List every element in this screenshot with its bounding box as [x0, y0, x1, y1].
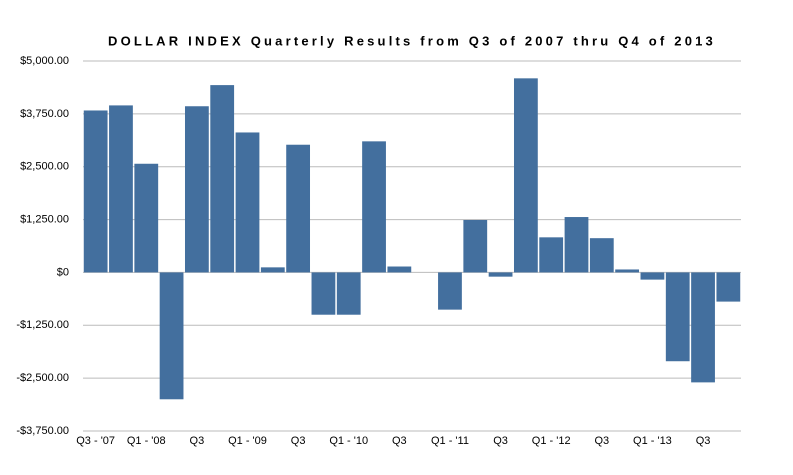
bar: [109, 105, 133, 273]
bar: [539, 237, 564, 273]
bar: [336, 272, 361, 315]
bar: [488, 272, 513, 277]
bar: [286, 144, 311, 273]
bar: [311, 272, 336, 315]
x-tick-label: Q1 - '11: [431, 435, 469, 447]
bar: [83, 110, 108, 273]
x-tick-label: Q3: [291, 435, 306, 447]
x-tick-label: Q3: [594, 435, 609, 447]
bar: [387, 266, 412, 273]
bar: [589, 238, 614, 273]
bar: [716, 272, 741, 302]
x-tick-label: Q1 - '10: [329, 435, 368, 447]
chart-title: DOLLAR INDEX Quarterly Results from Q3 o…: [108, 33, 716, 48]
bar: [438, 272, 462, 310]
bar: [184, 106, 209, 273]
bar: [640, 272, 665, 280]
x-tick-label: Q3: [190, 435, 205, 447]
x-tick-label: Q1 - '09: [228, 435, 267, 447]
y-tick-label: -$2,500.00: [16, 372, 69, 384]
x-tick-label: Q3: [493, 435, 508, 447]
y-tick-label: $0: [57, 266, 69, 278]
x-tick-label: Q1 - '12: [532, 435, 571, 447]
x-tick-label: Q3: [392, 435, 407, 447]
bar: [463, 219, 488, 273]
bar: [564, 217, 589, 273]
bar: [691, 272, 715, 383]
x-tick-label: Q3: [696, 435, 711, 447]
bar: [235, 132, 260, 273]
bar: [159, 272, 184, 400]
y-tick-label: $3,750.00: [20, 108, 69, 120]
bar: [513, 78, 538, 273]
bar: [210, 85, 235, 273]
y-tick-label: $2,500.00: [20, 161, 69, 173]
y-tick-label: $1,250.00: [20, 213, 69, 225]
x-tick-label: Q1 - '08: [127, 435, 166, 447]
bar: [134, 163, 159, 273]
bar: [665, 272, 690, 362]
bar: [260, 267, 285, 273]
y-tick-label: $5,000.00: [20, 55, 69, 67]
x-tick-label: Q1 - '13: [633, 435, 672, 447]
x-tick-label: Q3 - '07: [76, 435, 115, 447]
y-tick-label: -$3,750.00: [16, 425, 69, 437]
y-tick-label: -$1,250.00: [16, 319, 69, 331]
bar: [615, 269, 640, 273]
bar: [362, 141, 386, 273]
